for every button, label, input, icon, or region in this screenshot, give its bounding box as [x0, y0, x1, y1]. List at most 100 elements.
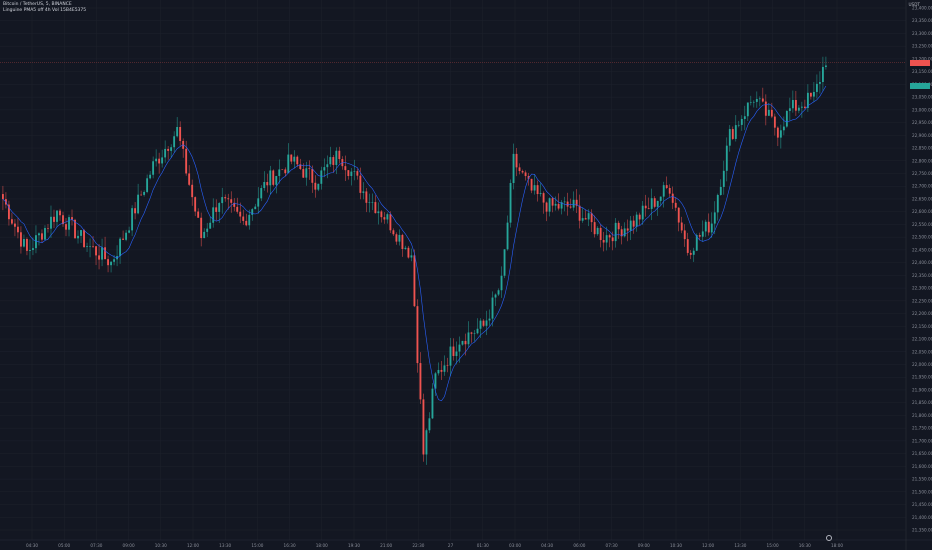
candle-body	[602, 240, 605, 243]
candles	[2, 56, 827, 465]
candle-body	[137, 194, 140, 214]
candle-body	[776, 127, 779, 138]
candle-body	[620, 229, 623, 237]
reset-zoom-icon[interactable]	[826, 535, 832, 541]
candle-body	[719, 186, 722, 195]
candle-body	[476, 328, 479, 334]
price-tick-label: 23,150.00	[912, 69, 932, 74]
candle-body	[644, 205, 647, 209]
candle-body	[293, 156, 296, 162]
price-tick-label: 22,800.00	[912, 158, 932, 163]
candle-body	[731, 129, 734, 139]
candle-body	[269, 170, 272, 186]
candle-body	[815, 83, 818, 92]
candle-body	[533, 185, 536, 191]
candle-body	[326, 164, 329, 168]
candle-body	[524, 172, 527, 177]
candle-body	[587, 213, 590, 220]
price-tick-label: 22,150.00	[912, 324, 932, 329]
candle-body	[83, 230, 85, 248]
candle-body	[548, 198, 551, 212]
candle-body	[122, 238, 125, 240]
candle-body	[218, 203, 221, 212]
candle-body	[278, 169, 281, 177]
candle-body	[431, 388, 434, 419]
candle-body	[47, 228, 49, 229]
candle-body	[449, 346, 452, 366]
candle-body	[797, 107, 800, 111]
time-tick-label: 10:30	[155, 543, 167, 548]
candle-body	[8, 204, 10, 220]
price-tick-label: 22,300.00	[912, 286, 932, 291]
candle-body	[80, 230, 82, 236]
price-tick-label: 22,650.00	[912, 196, 932, 201]
candle-body	[50, 216, 52, 229]
candle-body	[104, 247, 106, 260]
candle-body	[248, 214, 251, 226]
candle-body	[782, 126, 785, 131]
price-tick-label: 22,700.00	[912, 184, 932, 189]
candle-body	[485, 320, 488, 326]
candle-body	[479, 320, 482, 329]
candle-body	[554, 203, 557, 206]
candle-body	[617, 222, 620, 230]
candle-body	[368, 202, 371, 203]
time-tick-label: 05:00	[58, 543, 70, 548]
candle-body	[362, 191, 365, 193]
candle-body	[209, 222, 212, 229]
candle-body	[629, 220, 632, 231]
candle-body	[614, 222, 617, 242]
candle-body	[401, 234, 404, 249]
candle-body	[545, 202, 548, 212]
candle-body	[110, 261, 112, 266]
candle-body	[383, 217, 386, 220]
candle-body	[179, 126, 182, 141]
candle-body	[728, 129, 731, 146]
candle-body	[29, 249, 31, 251]
candle-body	[488, 318, 491, 321]
candle-body	[206, 228, 209, 232]
last-price-tag	[910, 59, 930, 66]
time-tick-label: 07:30	[90, 543, 102, 548]
candle-body	[530, 178, 533, 191]
candle-body	[605, 235, 608, 243]
price-tick-label: 22,750.00	[912, 171, 932, 176]
candle-body	[632, 220, 635, 227]
candle-body	[290, 154, 293, 162]
time-tick-label: 12:00	[187, 543, 199, 548]
candle-body	[281, 169, 284, 171]
candle-body	[785, 110, 788, 127]
candle-body	[344, 166, 347, 171]
candle-body	[203, 231, 206, 239]
price-tick-label: 22,250.00	[912, 298, 932, 303]
candle-body	[509, 183, 512, 223]
candle-body	[245, 220, 248, 226]
candle-body	[680, 222, 683, 231]
candle-body	[734, 125, 737, 139]
candle-body	[143, 191, 146, 195]
time-tick-label: 18:00	[316, 543, 328, 548]
candle-body	[74, 219, 76, 239]
candle-body	[536, 185, 539, 195]
time-tick-label: 15:00	[767, 543, 779, 548]
candle-body	[452, 346, 455, 357]
candle-body	[359, 175, 362, 193]
candle-body	[44, 228, 46, 240]
candle-body	[146, 178, 149, 192]
candle-body	[743, 116, 746, 119]
chart-legend: Bitcoin / TetherUS, 5, BINANCE Linguine …	[3, 2, 86, 14]
price-tick-label: 22,200.00	[912, 311, 932, 316]
candle-body	[821, 66, 824, 83]
candle-body	[32, 248, 34, 250]
candle-body	[668, 187, 671, 194]
candle-body	[794, 99, 797, 111]
price-tick-label: 21,450.00	[912, 502, 932, 507]
price-axis-unit: USDT	[908, 2, 920, 7]
price-tick-label: 21,800.00	[912, 413, 932, 418]
candle-body	[593, 222, 596, 235]
price-tick-label: 21,950.00	[912, 375, 932, 380]
candle-body	[470, 332, 473, 334]
price-tick-label: 22,100.00	[912, 337, 932, 342]
